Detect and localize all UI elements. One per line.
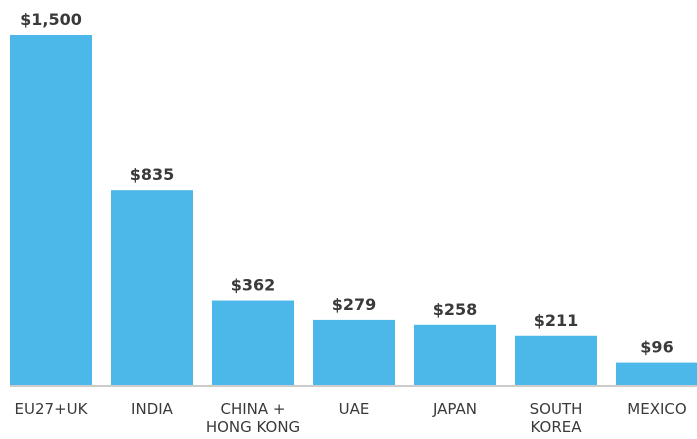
bar: [313, 319, 395, 385]
category-label: JAPAN: [433, 400, 477, 418]
category-label: MEXICO: [627, 400, 687, 418]
category-label: UAE: [338, 400, 370, 418]
category-label: EU27+UK: [14, 400, 88, 418]
category-label: INDIA: [131, 400, 173, 418]
value-label: $96: [640, 338, 673, 357]
bar: [10, 35, 92, 385]
category-label: CHINA + HONG KONG: [205, 400, 301, 436]
value-label: $211: [534, 311, 579, 330]
bar: [212, 300, 294, 385]
bar: [616, 362, 697, 385]
value-label: $1,500: [20, 10, 82, 29]
bar: [414, 324, 496, 385]
bar: [111, 190, 193, 385]
value-label: $835: [130, 165, 175, 184]
value-label: $258: [433, 300, 478, 319]
bar: [515, 335, 597, 385]
category-label: SOUTH KOREA: [529, 400, 583, 436]
value-label: $362: [231, 276, 276, 295]
value-label: $279: [332, 295, 377, 314]
